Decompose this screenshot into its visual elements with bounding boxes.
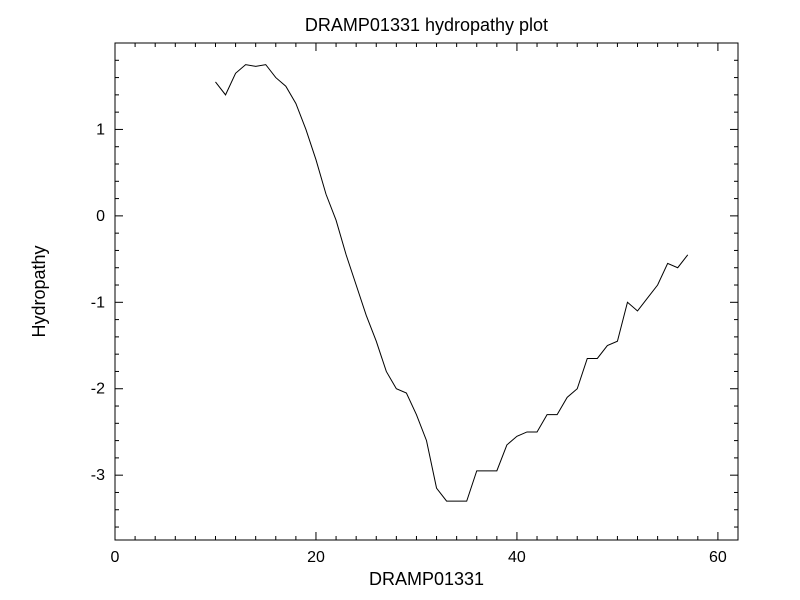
y-tick-label: 0 — [96, 208, 105, 225]
x-tick-label: 40 — [508, 549, 526, 566]
x-tick-label: 60 — [709, 549, 727, 566]
y-tick-label: 1 — [96, 121, 105, 138]
y-tick-label: -3 — [91, 467, 105, 484]
chart-title: DRAMP01331 hydropathy plot — [305, 15, 548, 35]
x-axis-label: DRAMP01331 — [369, 569, 484, 589]
y-tick-label: -2 — [91, 381, 105, 398]
chart-svg: 0 20 40 60 -3 -2 -1 0 1 DRAMP01331 hydropathy plo… — [0, 0, 800, 600]
chart-background — [0, 0, 800, 600]
x-tick-label: 20 — [307, 549, 325, 566]
y-axis-label: Hydropathy — [29, 245, 49, 337]
x-tick-label: 0 — [111, 549, 120, 566]
y-tick-label: -1 — [91, 294, 105, 311]
hydropathy-chart: 0 20 40 60 -3 -2 -1 0 1 DRAMP01331 hydropathy plo… — [0, 0, 800, 600]
